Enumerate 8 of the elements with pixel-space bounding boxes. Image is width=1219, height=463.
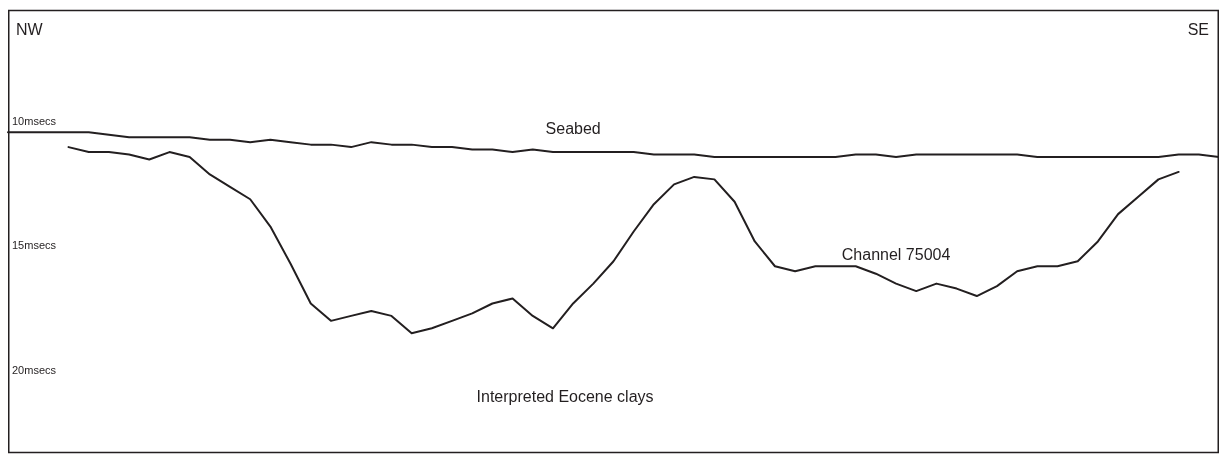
series-label: Channel 75004 — [841, 246, 951, 264]
series-label: Seabed — [545, 120, 601, 138]
annotation: Interpreted Eocene clays — [476, 387, 654, 405]
annotation: NW — [16, 21, 44, 39]
y-tick-label: 15msecs — [12, 239, 57, 252]
y-tick-label: 10msecs — [12, 115, 57, 128]
y-tick-label: 20msecs — [12, 363, 57, 376]
annotation: SE — [1187, 21, 1209, 39]
